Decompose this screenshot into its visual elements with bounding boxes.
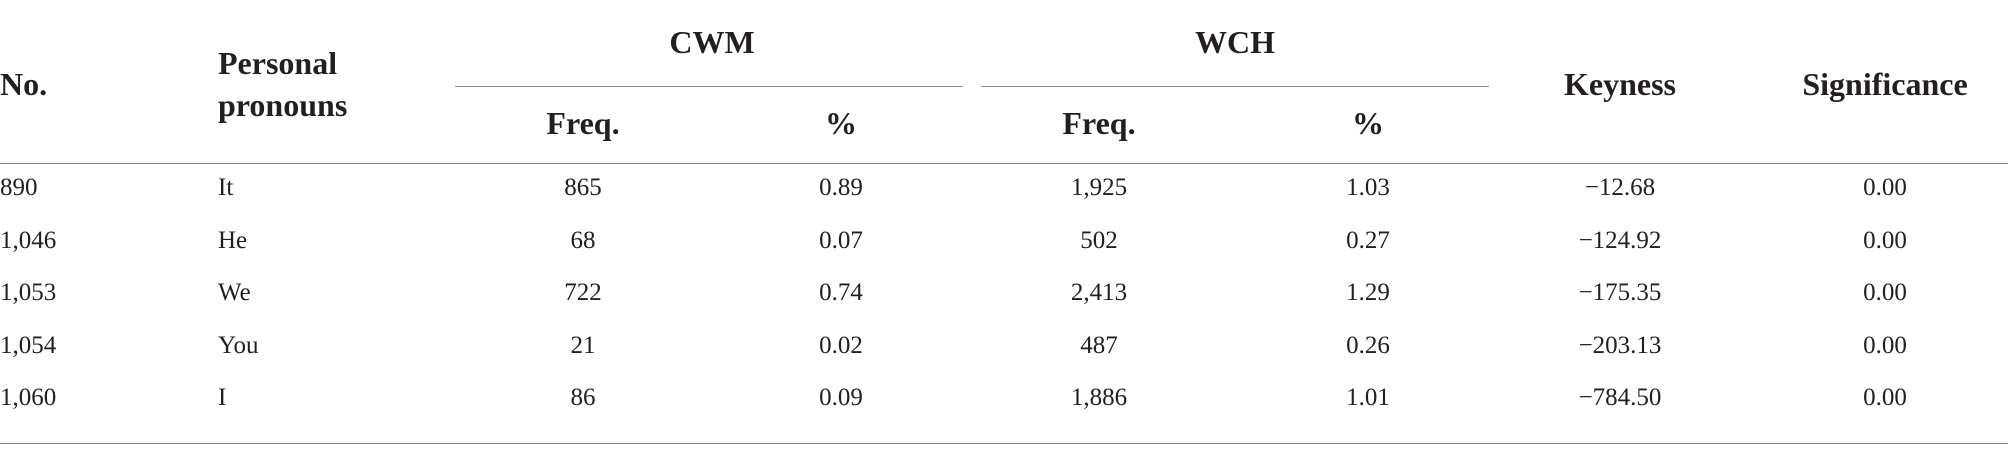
header-group: WCH <box>1195 24 1275 60</box>
cell: 1,053 <box>0 279 57 306</box>
cell: 0.07 <box>819 227 863 254</box>
cell: 1,060 <box>0 384 57 411</box>
header-rule <box>0 163 2008 164</box>
cell: 0.74 <box>819 279 863 306</box>
cell: 0.00 <box>1863 332 1907 359</box>
cell: 21 <box>570 332 596 359</box>
cell: It <box>218 174 234 201</box>
header-group: CWM <box>669 24 755 60</box>
cell: 0.27 <box>1346 227 1390 254</box>
header-sub: Freq. <box>546 105 620 141</box>
cell: 865 <box>564 174 602 201</box>
cell: 1,046 <box>0 227 57 254</box>
header-sub: % <box>825 105 857 141</box>
cell: 0.00 <box>1863 279 1907 306</box>
header-pronouns: Personal pronouns <box>218 45 348 123</box>
cell: 1,925 <box>1070 174 1128 201</box>
header-sub: Freq. <box>1062 105 1136 141</box>
header-no: No. <box>0 66 48 102</box>
cell: 890 <box>0 174 38 201</box>
cell: You <box>218 332 259 359</box>
cell: 68 <box>570 227 596 254</box>
cell: 1,054 <box>0 332 57 359</box>
cell: 502 <box>1080 227 1118 254</box>
cell: −784.50 <box>1578 384 1662 411</box>
cell: 0.00 <box>1863 384 1907 411</box>
cell: He <box>218 227 248 254</box>
cell: 0.89 <box>819 174 863 201</box>
cell: 0.26 <box>1346 332 1390 359</box>
cell: 1.29 <box>1346 279 1390 306</box>
bottom-rule <box>0 443 2008 444</box>
header-significance: Significance <box>1802 66 1968 102</box>
cell: 2,413 <box>1070 279 1128 306</box>
cell: 0.00 <box>1863 174 1907 201</box>
cell: 1.01 <box>1346 384 1390 411</box>
cell: We <box>218 279 251 306</box>
group-rule <box>981 86 1489 87</box>
cell: −203.13 <box>1578 332 1662 359</box>
cell: −124.92 <box>1578 227 1662 254</box>
cell: 722 <box>564 279 602 306</box>
cell: I <box>218 384 227 411</box>
cell: 1,886 <box>1070 384 1128 411</box>
cell: 1.03 <box>1346 174 1390 201</box>
header-sub: % <box>1352 105 1384 141</box>
cell: −12.68 <box>1584 174 1656 201</box>
group-rule <box>455 86 963 87</box>
cell: −175.35 <box>1578 279 1662 306</box>
header-keyness: Keyness <box>1564 66 1676 102</box>
cell: 487 <box>1080 332 1118 359</box>
cell: 0.09 <box>819 384 863 411</box>
cell: 86 <box>570 384 596 411</box>
cell: 0.02 <box>819 332 863 359</box>
cell: 0.00 <box>1863 227 1907 254</box>
